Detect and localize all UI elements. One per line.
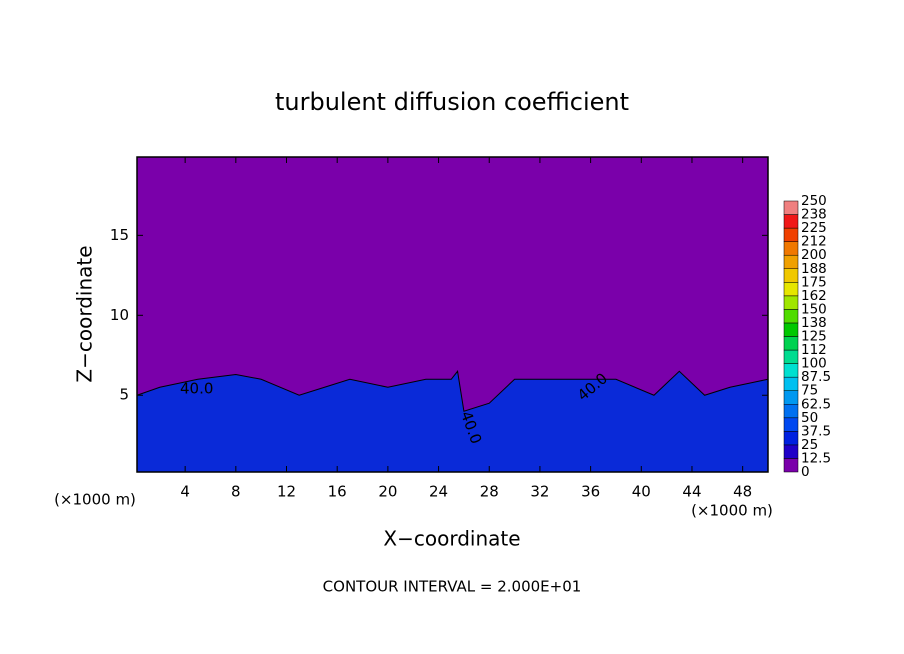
colorbar-band — [783, 417, 799, 432]
footer: CONTOUR INTERVAL = 2.000E+01 — [323, 578, 582, 596]
chart-title: turbulent diffusion coefficient — [275, 88, 629, 116]
x-tick-label: 8 — [231, 483, 241, 501]
colorbar-label: 150 — [801, 301, 827, 317]
colorbar-band — [783, 349, 799, 364]
colorbar-label: 200 — [801, 247, 827, 263]
colorbar-label: 175 — [801, 274, 827, 290]
colorbar-band — [783, 282, 799, 297]
colorbar-label: 100 — [801, 356, 827, 372]
plot-frame — [136, 156, 769, 473]
x-tick-label: 32 — [530, 483, 549, 501]
x-tick-label: 48 — [733, 483, 752, 501]
colorbar-band — [783, 322, 799, 337]
colorbar-label: 162 — [801, 288, 827, 304]
colorbar-band — [783, 254, 799, 269]
x-unit: (×1000 m) — [54, 491, 136, 509]
colorbar-band — [783, 458, 799, 473]
colorbar-band — [783, 444, 799, 459]
x-unit: (×1000 m) — [691, 502, 773, 520]
colorbar-label: 225 — [801, 220, 827, 236]
colorbar-label: 75 — [801, 383, 818, 399]
x-axis-label: X−coordinate — [383, 527, 520, 551]
colorbar-label: 0 — [801, 464, 810, 480]
colorbar-label: 87.5 — [801, 369, 831, 385]
colorbar-label: 125 — [801, 329, 827, 345]
x-tick-label: 36 — [581, 483, 600, 501]
colorbar-band — [783, 390, 799, 405]
colorbar-label: 50 — [801, 410, 818, 426]
colorbar-label: 250 — [801, 193, 827, 209]
x-tick-label: 4 — [180, 483, 190, 501]
x-tick-label: 28 — [480, 483, 499, 501]
colorbar-band — [783, 214, 799, 229]
colorbar-band — [783, 200, 799, 215]
colorbar-band — [783, 227, 799, 242]
colorbar-label: 25 — [801, 437, 818, 453]
colorbar-label: 62.5 — [801, 396, 831, 412]
colorbar-label: 238 — [801, 207, 827, 223]
colorbar-band — [783, 295, 799, 310]
x-tick-label: 16 — [328, 483, 347, 501]
colorbar-label: 112 — [801, 342, 827, 358]
y-tick-label: 10 — [110, 306, 129, 324]
colorbar-label: 37.5 — [801, 423, 831, 439]
colorbar-label: 188 — [801, 261, 827, 277]
x-tick-label: 24 — [429, 483, 448, 501]
colorbar-band — [783, 376, 799, 391]
colorbar-band — [783, 241, 799, 256]
x-tick-label: 12 — [277, 483, 296, 501]
colorbar-band — [783, 268, 799, 283]
x-tick-label: 44 — [682, 483, 701, 501]
y-axis-label: Z−coordinate — [73, 245, 97, 382]
x-tick-label: 40 — [632, 483, 651, 501]
colorbar-band — [783, 336, 799, 351]
colorbar-band — [783, 363, 799, 378]
contour-label: 40.0 — [180, 380, 213, 398]
colorbar-label: 138 — [801, 315, 827, 331]
x-tick-label: 20 — [378, 483, 397, 501]
colorbar-band — [783, 309, 799, 324]
colorbar-label: 12.5 — [801, 450, 831, 466]
colorbar-band — [783, 404, 799, 419]
y-tick-label: 5 — [119, 386, 129, 404]
y-tick-label: 15 — [110, 226, 129, 244]
colorbar-band — [783, 431, 799, 446]
turbulent-layer — [136, 370, 769, 473]
colorbar-label: 212 — [801, 234, 827, 250]
